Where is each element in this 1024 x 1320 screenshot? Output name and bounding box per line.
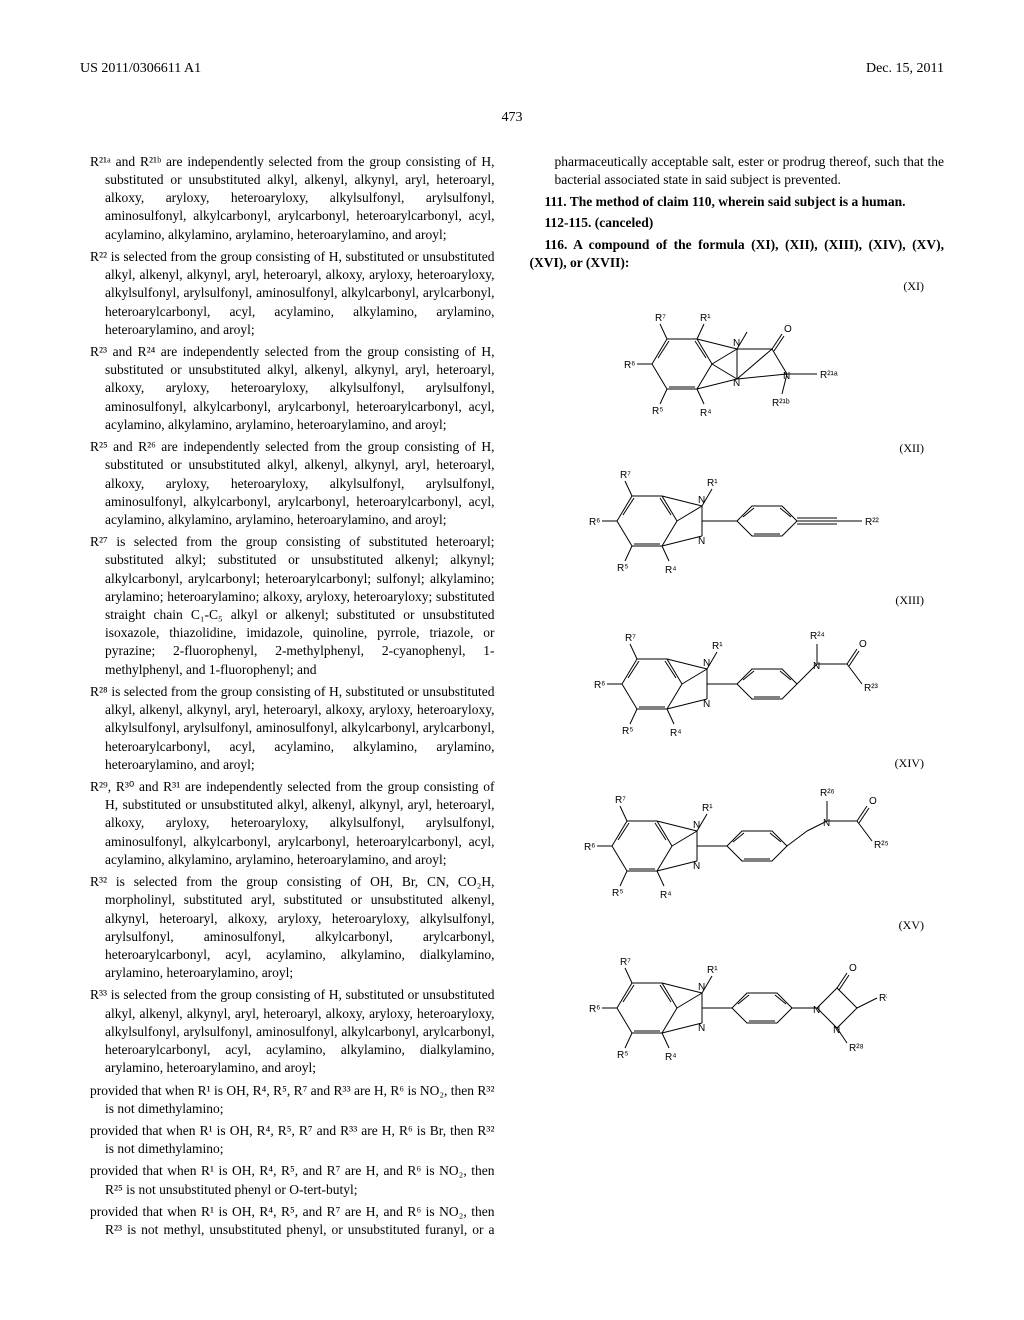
svg-text:R²⁶: R²⁶ [820, 788, 835, 799]
formula-label-xii: (XII) [530, 440, 925, 456]
publication-number: US 2011/0306611 A1 [80, 60, 201, 79]
svg-text:R⁷: R⁷ [615, 795, 626, 806]
chem-structure-xiii: R⁷ R¹ R⁶ R⁵ R⁴ N N R²⁴ N O R²³ [592, 609, 882, 749]
chem-structure-xiv: R⁷ R¹ R⁶ R⁵ R⁴ N N R²⁶ N O R²⁵ [582, 771, 892, 911]
svg-text:R⁷: R⁷ [625, 633, 636, 644]
svg-text:R¹: R¹ [712, 641, 723, 652]
def-r23-24: R²³ and R²⁴ are independently selected f… [80, 343, 495, 434]
chem-structure-xii: R⁷ R¹ R⁶ R⁵ R⁴ N N R²² [587, 456, 887, 586]
svg-text:N: N [733, 378, 740, 389]
def-r32: R³² is selected from the group consistin… [80, 873, 495, 982]
svg-text:R⁴: R⁴ [665, 1052, 677, 1063]
chem-structure-xi: R⁷ R¹ R⁶ R⁵ R⁴ N N O N R²¹ᵃ R²¹ᵇ [622, 294, 852, 434]
svg-text:R⁵: R⁵ [622, 726, 633, 737]
svg-text:O: O [784, 324, 792, 335]
svg-text:R²¹ᵃ: R²¹ᵃ [820, 370, 838, 381]
svg-text:R⁶: R⁶ [584, 842, 595, 853]
svg-text:N: N [833, 1025, 840, 1036]
svg-text:R²⁸: R²⁸ [849, 1043, 864, 1054]
svg-text:O: O [869, 796, 877, 807]
svg-text:N: N [698, 982, 705, 993]
def-r22: R²² is selected from the group consistin… [80, 248, 495, 339]
svg-text:R⁶: R⁶ [589, 517, 600, 528]
proviso-1: provided that when R¹ is OH, R⁴, R⁵, R⁷ … [80, 1082, 495, 1118]
svg-text:R¹: R¹ [707, 478, 718, 489]
svg-text:R⁷: R⁷ [620, 957, 631, 968]
formula-label-xi: (XI) [530, 278, 925, 294]
svg-text:R²⁷: R²⁷ [879, 993, 887, 1004]
proviso-3: provided that when R¹ is OH, R⁴, R⁵, and… [80, 1162, 495, 1198]
svg-text:R²³: R²³ [864, 683, 879, 694]
svg-text:O: O [859, 639, 867, 650]
page-number: 473 [80, 109, 944, 128]
claim-116: 116. A compound of the formula (XI), (XI… [530, 236, 945, 272]
svg-text:N: N [783, 371, 790, 382]
chem-structure-xv: R⁷ R¹ R⁶ R⁵ R⁴ N N N O R²⁷ N R²⁸ [587, 933, 887, 1073]
svg-text:R⁴: R⁴ [700, 408, 712, 419]
svg-text:R⁵: R⁵ [612, 888, 623, 899]
proviso-2: provided that when R¹ is OH, R⁴, R⁵, R⁷ … [80, 1122, 495, 1158]
svg-text:R⁶: R⁶ [624, 360, 635, 371]
svg-text:N: N [698, 1023, 705, 1034]
claim-111-text: 111. The method of claim 110, wherein sa… [545, 194, 906, 209]
svg-text:R¹: R¹ [702, 803, 713, 814]
svg-text:N: N [813, 1005, 820, 1016]
formula-label-xv: (XV) [530, 917, 925, 933]
svg-text:N: N [823, 818, 830, 829]
def-r28: R²⁸ is selected from the group consistin… [80, 683, 495, 774]
svg-text:N: N [693, 820, 700, 831]
formula-label-xiii: (XIII) [530, 592, 925, 608]
claim-116-text: 116. A compound of the formula (XI), (XI… [530, 237, 945, 270]
svg-text:R¹: R¹ [707, 965, 718, 976]
svg-text:N: N [693, 861, 700, 872]
claim-111: 111. The method of claim 110, wherein sa… [530, 193, 945, 211]
svg-text:R⁶: R⁶ [589, 1004, 600, 1015]
svg-text:N: N [733, 338, 740, 349]
svg-text:N: N [703, 658, 710, 669]
svg-text:R²²: R²² [865, 517, 880, 528]
svg-text:R⁵: R⁵ [652, 406, 663, 417]
svg-text:R⁶: R⁶ [594, 680, 605, 691]
svg-text:N: N [703, 699, 710, 710]
svg-text:R⁵: R⁵ [617, 1050, 628, 1061]
claim-112-text: 112-115. (canceled) [545, 215, 654, 230]
def-r33: R³³ is selected from the group consistin… [80, 986, 495, 1077]
svg-text:N: N [698, 536, 705, 547]
svg-text:R¹: R¹ [700, 313, 711, 324]
svg-text:R⁷: R⁷ [620, 470, 631, 481]
svg-text:N: N [698, 495, 705, 506]
def-r29-31: R²⁹, R³⁰ and R³¹ are independently selec… [80, 778, 495, 869]
svg-text:R²⁴: R²⁴ [810, 631, 825, 642]
svg-text:R⁴: R⁴ [660, 890, 672, 901]
svg-text:O: O [849, 963, 857, 974]
def-r21: R²¹ᵃ and R²¹ᵇ are independently selected… [80, 153, 495, 244]
def-r25-26: R²⁵ and R²⁶ are independently selected f… [80, 438, 495, 529]
formula-label-xiv: (XIV) [530, 755, 925, 771]
publication-date: Dec. 15, 2011 [866, 60, 944, 79]
svg-text:R⁷: R⁷ [655, 313, 666, 324]
svg-text:N: N [813, 661, 820, 672]
svg-text:R⁴: R⁴ [665, 565, 677, 576]
def-r27: R²⁷ is selected from the group consistin… [80, 533, 495, 679]
svg-text:R²¹ᵇ: R²¹ᵇ [772, 398, 790, 409]
svg-text:R⁴: R⁴ [670, 728, 682, 739]
claim-112-115: 112-115. (canceled) [530, 214, 945, 232]
svg-text:R⁵: R⁵ [617, 563, 628, 574]
svg-text:R²⁵: R²⁵ [874, 840, 889, 851]
